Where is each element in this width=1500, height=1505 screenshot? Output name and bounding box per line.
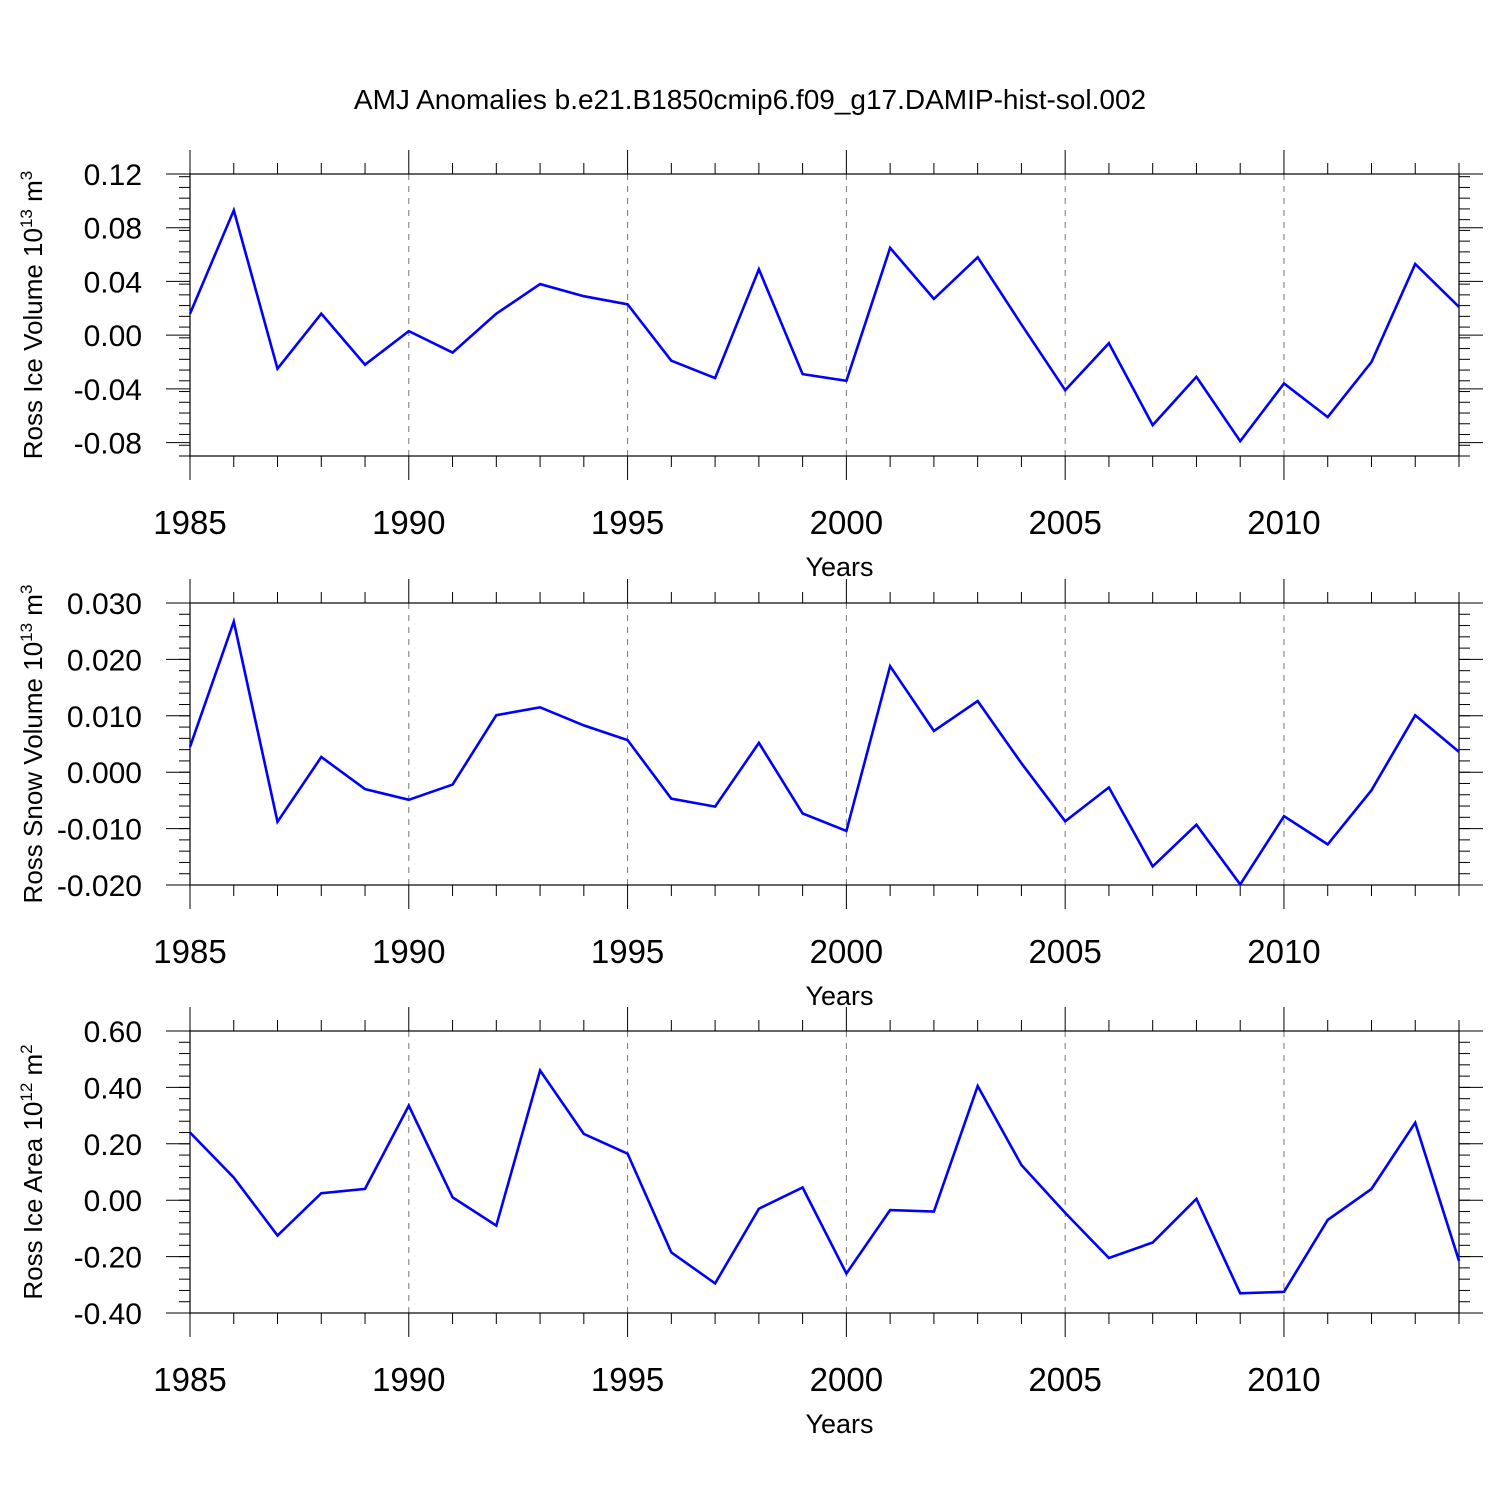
x-tick-label: 2010	[1247, 504, 1320, 541]
x-tick-label: 1995	[591, 504, 664, 541]
y-axis-label-superscript: 12	[17, 1083, 36, 1102]
x-axis-label: Years	[805, 1409, 873, 1439]
y-axis-label-text: Ross Snow Volume 10	[18, 642, 48, 904]
series-line	[189, 1067, 1461, 1295]
x-tick-label: 1995	[591, 933, 664, 970]
y-tick-label: -0.010	[57, 814, 142, 847]
x-tick-label: 2010	[1247, 1361, 1320, 1398]
y-axis-label-superscript: 13	[17, 623, 36, 642]
y-axis-label-text: m	[18, 1054, 48, 1083]
y-tick-label: 0.030	[67, 588, 142, 621]
x-tick-label: 2000	[810, 933, 883, 970]
y-tick-label: 0.000	[67, 757, 142, 790]
y-axis-label: Ross Ice Area 1012 m2	[17, 1044, 48, 1299]
y-axis-label-superscript: 13	[17, 209, 36, 228]
x-axis-label: Years	[805, 552, 873, 582]
y-tick-label: 0.08	[84, 213, 142, 246]
plot-frame	[189, 602, 1460, 886]
y-axis-label-superscript: 3	[17, 585, 36, 594]
panel-1: 0.12 0.08 0.04 0.00 -0.04 -0.08 1985 1990 1995 20…	[17, 150, 1483, 582]
y-tick-label: -0.40	[74, 1298, 142, 1331]
y-axis-label-text: Ross Ice Area 10	[18, 1102, 48, 1300]
x-tick-label: 2005	[1028, 1361, 1101, 1398]
panel-2: 0.030 0.020 0.010 0.000 -0.010 -0.020 1985 1990…	[17, 579, 1483, 1011]
x-tick-label: 1985	[153, 504, 226, 541]
x-tick-label: 2000	[810, 1361, 883, 1398]
x-tick-label: 2000	[810, 504, 883, 541]
y-tick-label: -0.20	[74, 1242, 142, 1275]
series-line	[188, 206, 1460, 444]
x-tick-label: 1985	[153, 1361, 226, 1398]
y-axis-label-text: Ross Ice Volume 10	[18, 228, 48, 459]
y-tick-label: -0.04	[74, 374, 142, 407]
y-tick-label: 0.020	[67, 644, 142, 677]
series-line	[188, 616, 1460, 887]
x-tick-label: 2005	[1028, 933, 1101, 970]
y-tick-label: 0.00	[84, 1185, 142, 1218]
plot-frame	[189, 173, 1460, 457]
y-tick-label: -0.020	[57, 870, 142, 903]
figure-title: AMJ Anomalies b.e21.B1850cmip6.f09_g17.D…	[353, 84, 1147, 115]
y-axis-label-text: m	[18, 180, 48, 209]
y-axis-label: Ross Ice Volume 1013 m3	[17, 171, 48, 460]
y-axis-label-superscript: 2	[17, 1044, 36, 1053]
y-axis-label: Ross Snow Volume 1013 m3	[17, 585, 48, 904]
y-axis-label-text: m	[18, 594, 48, 623]
x-tick-label: 1990	[372, 933, 445, 970]
x-tick-label: 2005	[1028, 504, 1101, 541]
x-tick-label: 1990	[372, 504, 445, 541]
y-axis-label-superscript: 3	[17, 171, 36, 180]
y-tick-label: 0.12	[84, 159, 142, 192]
x-tick-label: 2010	[1247, 933, 1320, 970]
x-axis-label: Years	[805, 981, 873, 1011]
y-tick-label: 0.40	[84, 1072, 142, 1105]
y-tick-label: 0.20	[84, 1129, 142, 1162]
panel-3: 0.60 0.40 0.20 0.00 -0.20 -0.40 1985 1990 1995 20…	[17, 1007, 1483, 1439]
x-tick-label: 1995	[591, 1361, 664, 1398]
plot-frame	[189, 1030, 1460, 1314]
y-tick-label: 0.60	[84, 1016, 142, 1049]
y-tick-label: -0.08	[74, 428, 142, 461]
x-tick-label: 1990	[372, 1361, 445, 1398]
y-tick-label: 0.00	[84, 320, 142, 353]
x-tick-label: 1985	[153, 933, 226, 970]
y-tick-label: 0.04	[84, 266, 142, 299]
y-tick-label: 0.010	[67, 701, 142, 734]
